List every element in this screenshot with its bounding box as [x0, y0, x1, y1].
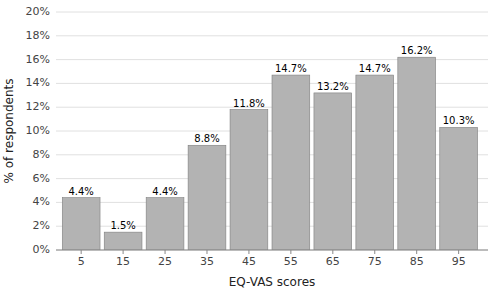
- x-tick: [458, 250, 459, 254]
- chart-container: 0%2%4%6%8%10%12%14%16%18%20%4.4%1.5%4.4%…: [0, 0, 500, 292]
- x-tick: [123, 250, 124, 254]
- x-tick: [81, 250, 82, 254]
- data-label: 14.7%: [275, 63, 307, 74]
- y-tick-label: 12%: [26, 100, 50, 113]
- x-tick-label: 75: [368, 255, 382, 268]
- data-label: 10.3%: [443, 115, 475, 126]
- bar: [440, 127, 478, 250]
- x-axis-label: EQ-VAS scores: [229, 275, 316, 289]
- grid-line: [56, 250, 488, 251]
- data-label: 13.2%: [317, 81, 349, 92]
- y-tick-label: 6%: [33, 172, 50, 185]
- x-axis: 5 15 25 35 45 55 65 75 85 95: [56, 250, 488, 268]
- x-axis-line: [56, 250, 488, 251]
- data-label: 11.8%: [233, 98, 265, 109]
- x-tick-label: 35: [200, 255, 214, 268]
- x-tick: [165, 250, 166, 254]
- bar: [314, 93, 352, 250]
- y-tick-label: 2%: [33, 219, 50, 232]
- x-tick: [248, 250, 249, 254]
- y-axis-label: % of respondents: [2, 78, 16, 183]
- x-tick-label: 45: [242, 255, 256, 268]
- x-tick-label: 85: [410, 255, 424, 268]
- grid-line: [56, 35, 488, 36]
- data-label: 14.7%: [359, 63, 391, 74]
- bars: [62, 57, 477, 250]
- bar: [272, 75, 310, 250]
- y-tick-label: 20%: [26, 5, 50, 18]
- data-label: 4.4%: [152, 186, 177, 197]
- data-label: 1.5%: [110, 220, 135, 231]
- y-tick-label: 0%: [33, 243, 50, 256]
- y-tick-label: 4%: [33, 195, 50, 208]
- x-tick: [290, 250, 291, 254]
- y-tick-label: 18%: [26, 29, 50, 42]
- x-tick-label: 65: [326, 255, 340, 268]
- grid-line: [56, 12, 488, 13]
- data-label: 8.8%: [194, 133, 219, 144]
- bar: [356, 75, 394, 250]
- x-tick: [374, 250, 375, 254]
- x-tick: [206, 250, 207, 254]
- x-tick-label: 5: [78, 255, 85, 268]
- bar: [188, 145, 226, 250]
- bar: [146, 198, 184, 250]
- y-tick-label: 8%: [33, 148, 50, 161]
- bar: [398, 57, 436, 250]
- y-axis: 0% 2% 4% 6% 8% 10% 12% 14% 16% 18% 20%: [26, 5, 50, 256]
- x-tick-label: 55: [284, 255, 298, 268]
- data-label: 16.2%: [401, 45, 433, 56]
- bar: [104, 232, 142, 250]
- grid: [56, 12, 488, 250]
- chart: 0%2%4%6%8%10%12%14%16%18%20%4.4%1.5%4.4%…: [0, 0, 500, 292]
- x-tick-label: 95: [452, 255, 466, 268]
- y-tick-label: 16%: [26, 53, 50, 66]
- bar: [62, 198, 100, 250]
- x-tick: [332, 250, 333, 254]
- data-label: 4.4%: [68, 186, 93, 197]
- x-tick: [416, 250, 417, 254]
- y-tick-label: 10%: [26, 124, 50, 137]
- data-labels: 4.4% 1.5% 4.4% 8.8% 11.8% 14.7% 13.2% 14.7% 16.2…: [68, 45, 474, 231]
- x-tick-label: 25: [158, 255, 172, 268]
- bar: [230, 110, 268, 250]
- x-tick-label: 15: [116, 255, 130, 268]
- y-tick-label: 14%: [26, 76, 50, 89]
